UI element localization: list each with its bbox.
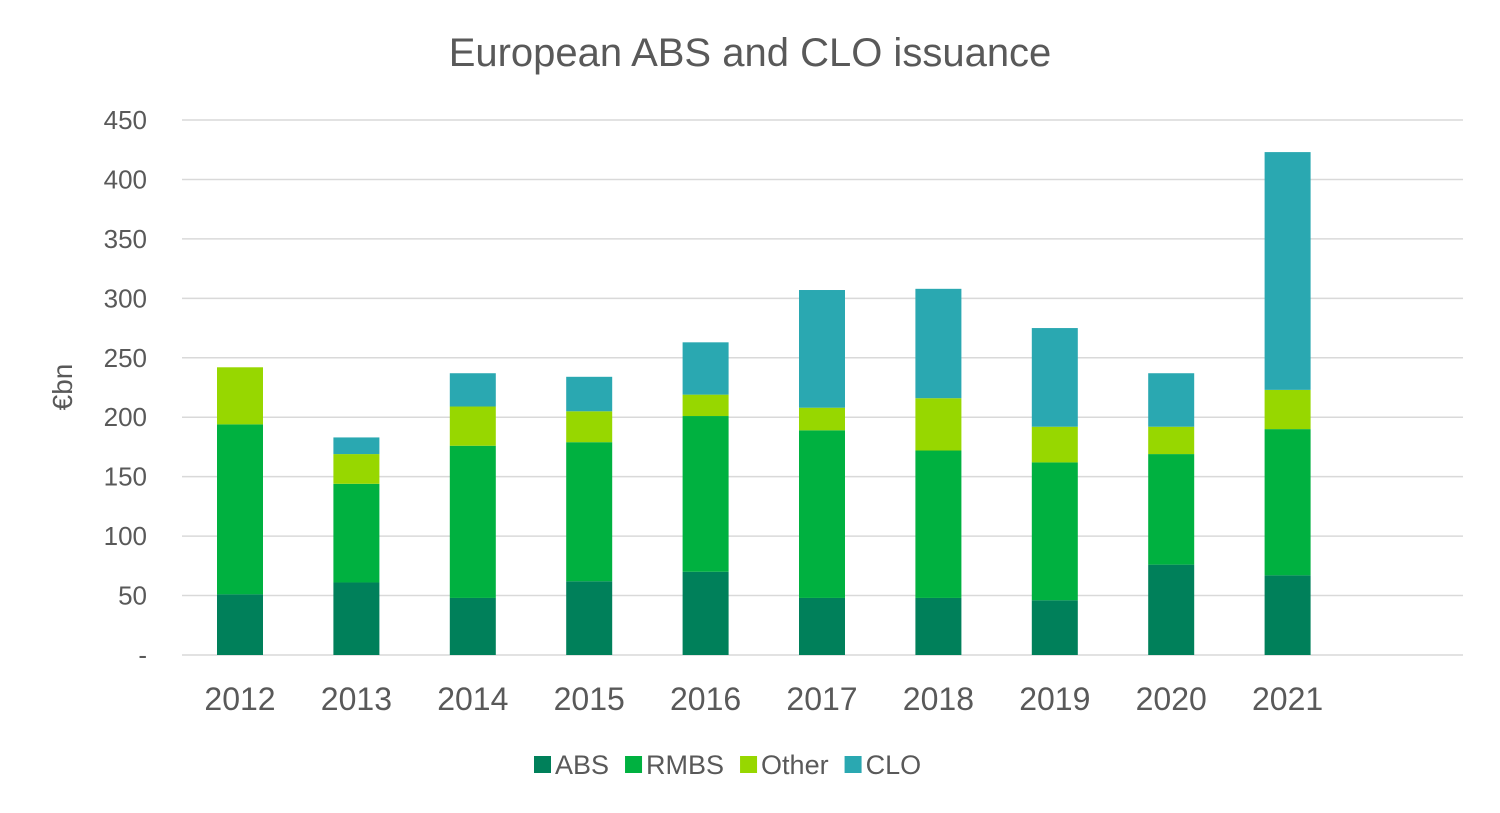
x-tick-label: 2012 [204, 681, 275, 717]
y-tick-label: 400 [104, 164, 147, 194]
legend-swatch [740, 756, 758, 773]
bar-rmbs-2018 [915, 450, 962, 598]
x-tick-label: 2013 [321, 681, 392, 717]
bar-stack-2017 [799, 290, 845, 655]
bar-rmbs-2016 [682, 416, 729, 572]
bar-other-2013 [333, 454, 380, 484]
bar-clo-2018 [915, 288, 962, 399]
y-tick-label: 300 [104, 283, 147, 313]
bar-stack-2013 [333, 437, 380, 655]
bar-clo-2014 [449, 373, 496, 407]
legend-swatch [625, 756, 643, 773]
bar-stack-2021 [1264, 152, 1311, 655]
bar-stack-2020 [1148, 373, 1195, 655]
legend-item-abs: ABS [534, 750, 609, 780]
bar-stack-2012 [217, 367, 263, 655]
y-tick-label: 150 [104, 462, 147, 492]
bar-clo-2019 [1031, 328, 1078, 427]
bar-stack-2018 [915, 288, 962, 655]
y-tick-label: 50 [118, 581, 147, 611]
x-axis-ticks: 2012 2013 2014 2015 2016 2017 2018 2019 2020 2021 [204, 681, 1323, 717]
legend-label: Other [761, 750, 829, 780]
y-axis-label: €bn [47, 364, 78, 411]
bar-abs-2019 [1031, 600, 1078, 655]
legend-swatch [534, 756, 551, 773]
legend-item-rmbs: RMBS [625, 750, 724, 780]
bar-abs-2018 [915, 597, 962, 655]
bar-abs-2015 [566, 581, 613, 655]
legend-item-clo: CLO [844, 750, 922, 780]
bar-rmbs-2014 [449, 445, 496, 598]
bar-clo-2017 [799, 290, 845, 408]
bar-other-2017 [799, 407, 845, 431]
x-tick-label: 2016 [670, 681, 741, 717]
bar-clo-2016 [682, 342, 729, 395]
bars [217, 152, 1311, 655]
legend-swatch [844, 756, 862, 773]
bar-abs-2016 [682, 571, 729, 655]
bar-rmbs-2015 [566, 442, 613, 582]
bar-rmbs-2013 [333, 483, 380, 583]
y-tick-label: 200 [104, 402, 147, 432]
x-tick-label: 2018 [903, 681, 974, 717]
bar-stack-2015 [566, 376, 613, 655]
x-tick-label: 2019 [1019, 681, 1090, 717]
bar-clo-2015 [566, 376, 613, 412]
bar-abs-2020 [1148, 564, 1195, 655]
x-tick-label: 2017 [786, 681, 857, 717]
bar-rmbs-2012 [217, 424, 263, 595]
bar-other-2019 [1031, 426, 1078, 463]
bar-clo-2013 [333, 437, 380, 455]
y-axis-ticks: - 50 100 150 200 250 300 350 400 450 [104, 105, 147, 670]
bar-other-2021 [1264, 389, 1311, 430]
bar-abs-2014 [449, 597, 496, 655]
legend-label: CLO [866, 750, 922, 780]
y-tick-label: - [138, 640, 147, 670]
bar-clo-2021 [1264, 152, 1311, 390]
legend-label: RMBS [646, 750, 724, 780]
bar-abs-2021 [1264, 575, 1311, 655]
bar-rmbs-2020 [1148, 454, 1195, 565]
bar-other-2016 [682, 394, 729, 417]
y-tick-label: 450 [104, 105, 147, 135]
x-tick-label: 2021 [1252, 681, 1323, 717]
bar-other-2012 [217, 367, 263, 425]
legend: ABS RMBS Other CLO [534, 750, 921, 780]
bar-stack-2019 [1031, 328, 1078, 655]
bar-stack-2016 [682, 342, 729, 655]
legend-label: ABS [555, 750, 609, 780]
bar-stack-2014 [449, 373, 496, 655]
y-tick-label: 100 [104, 521, 147, 551]
bar-abs-2017 [799, 597, 845, 655]
bar-rmbs-2017 [799, 430, 845, 598]
bar-abs-2012 [217, 594, 263, 655]
bar-clo-2020 [1148, 373, 1195, 427]
x-tick-label: 2020 [1136, 681, 1207, 717]
bar-rmbs-2021 [1264, 429, 1311, 576]
y-tick-label: 350 [104, 224, 147, 254]
bar-other-2015 [566, 411, 613, 443]
bar-rmbs-2019 [1031, 462, 1078, 601]
x-tick-label: 2014 [437, 681, 508, 717]
bar-other-2014 [449, 406, 496, 446]
legend-item-other: Other [740, 750, 829, 780]
bar-other-2018 [915, 398, 962, 451]
y-tick-label: 250 [104, 343, 147, 373]
bar-abs-2013 [333, 582, 380, 655]
chart-title: European ABS and CLO issuance [449, 31, 1052, 75]
bar-other-2020 [1148, 426, 1195, 455]
x-tick-label: 2015 [554, 681, 625, 717]
